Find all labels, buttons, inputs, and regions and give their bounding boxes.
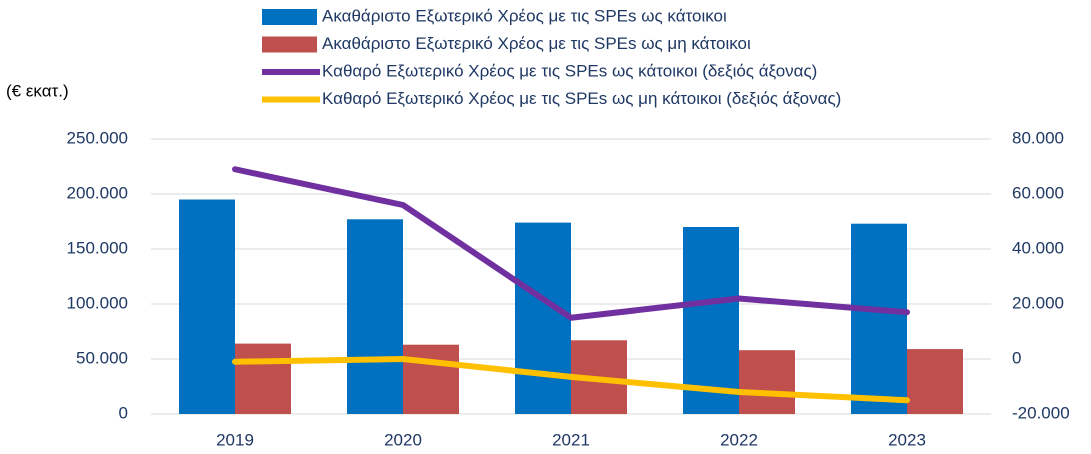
y2-tick-label: 40.000 xyxy=(1012,238,1064,257)
line-series xyxy=(232,166,910,321)
bar xyxy=(683,227,739,414)
x-tick-label: 2022 xyxy=(720,430,758,449)
unit-label: (€ εκατ.) xyxy=(6,81,69,100)
y-tick-label: 200.000 xyxy=(67,183,128,202)
y-tick-label: 0 xyxy=(119,403,128,422)
legend-label: Ακαθάριστο Εξωτερικό Χρέος με τις SPEs ω… xyxy=(322,34,751,53)
y-tick-label: 150.000 xyxy=(67,238,128,257)
bar xyxy=(515,222,571,414)
y2-tick-label: 60.000 xyxy=(1012,183,1064,202)
x-tick-label: 2019 xyxy=(216,430,254,449)
legend-label: Καθαρό Εξωτερικό Χρέος με τις SPEs ως μη… xyxy=(322,89,841,108)
y2-tick-label: 80.000 xyxy=(1012,128,1064,147)
bar xyxy=(347,219,403,414)
legend-label: Ακαθάριστο Εξωτερικό Χρέος με τις SPEs ω… xyxy=(322,6,727,25)
y-tick-label: 250.000 xyxy=(67,128,128,147)
bar xyxy=(907,349,963,414)
x-tick-label: 2021 xyxy=(552,430,590,449)
bar xyxy=(851,223,907,414)
bar xyxy=(179,199,235,414)
bar xyxy=(235,343,291,414)
legend-swatch xyxy=(262,9,317,25)
y2-tick-label: 0 xyxy=(1012,348,1021,367)
y-tick-label: 100.000 xyxy=(67,293,128,312)
y2-tick-label: -20.000 xyxy=(1012,403,1070,422)
bar xyxy=(403,344,459,414)
y2-tick-label: 20.000 xyxy=(1012,293,1064,312)
line-series xyxy=(232,356,910,404)
legend-swatch xyxy=(262,36,317,53)
bar xyxy=(739,350,795,414)
y-tick-label: 50.000 xyxy=(76,348,128,367)
x-tick-label: 2023 xyxy=(888,430,926,449)
x-tick-label: 2020 xyxy=(384,430,422,449)
legend-label: Καθαρό Εξωτερικό Χρέος με τις SPEs ως κά… xyxy=(322,61,817,80)
